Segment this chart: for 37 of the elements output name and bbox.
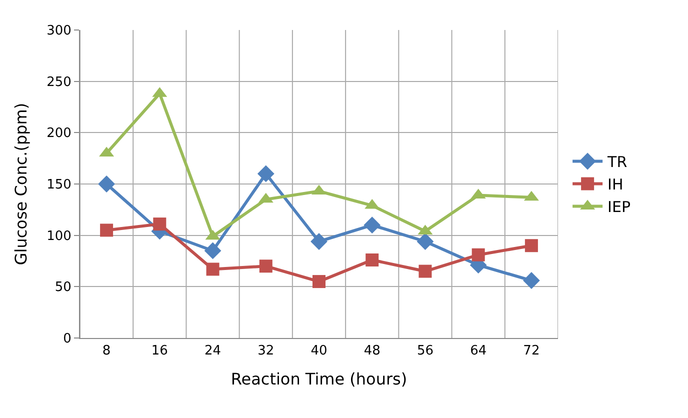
x-tick-label: 56	[416, 344, 434, 359]
y-tick-label: 300	[46, 24, 72, 39]
legend-label: IEP	[608, 198, 631, 216]
point	[153, 218, 166, 231]
x-tick-label: 72	[523, 344, 540, 359]
y-tick-label: 50	[54, 280, 72, 296]
point	[100, 224, 114, 237]
legend-label: TR	[606, 153, 628, 172]
point	[204, 242, 222, 260]
x-tick-label: 24	[204, 344, 222, 359]
y-tick-label: 150	[46, 178, 72, 193]
x-tick-label: 32	[258, 344, 274, 359]
point	[98, 176, 116, 192]
point	[364, 216, 381, 234]
point	[524, 239, 538, 252]
y-axis-title: Glucose Conc.(ppm)	[11, 102, 30, 266]
y-tick-label: 200	[46, 126, 72, 142]
x-tick-label: 48	[364, 344, 380, 359]
point	[259, 260, 272, 273]
point	[418, 264, 432, 278]
x-tick-label: 64	[470, 344, 487, 359]
x-tick-label: 40	[310, 344, 328, 359]
x-axis-title: Reaction Time (hours)	[230, 369, 408, 388]
point	[310, 233, 328, 250]
x-tick-label: 16	[151, 344, 168, 359]
point	[522, 272, 540, 289]
point	[472, 248, 485, 262]
point	[416, 233, 434, 250]
y-tick-label: 250	[46, 74, 72, 90]
x-tick-label: 8	[102, 344, 111, 359]
legend-label: IH	[608, 176, 624, 194]
point	[312, 275, 326, 288]
y-tick-label: 0	[63, 332, 72, 347]
y-tick-label: 100	[46, 228, 72, 244]
point	[366, 253, 379, 266]
point	[206, 262, 220, 276]
point	[257, 165, 274, 182]
